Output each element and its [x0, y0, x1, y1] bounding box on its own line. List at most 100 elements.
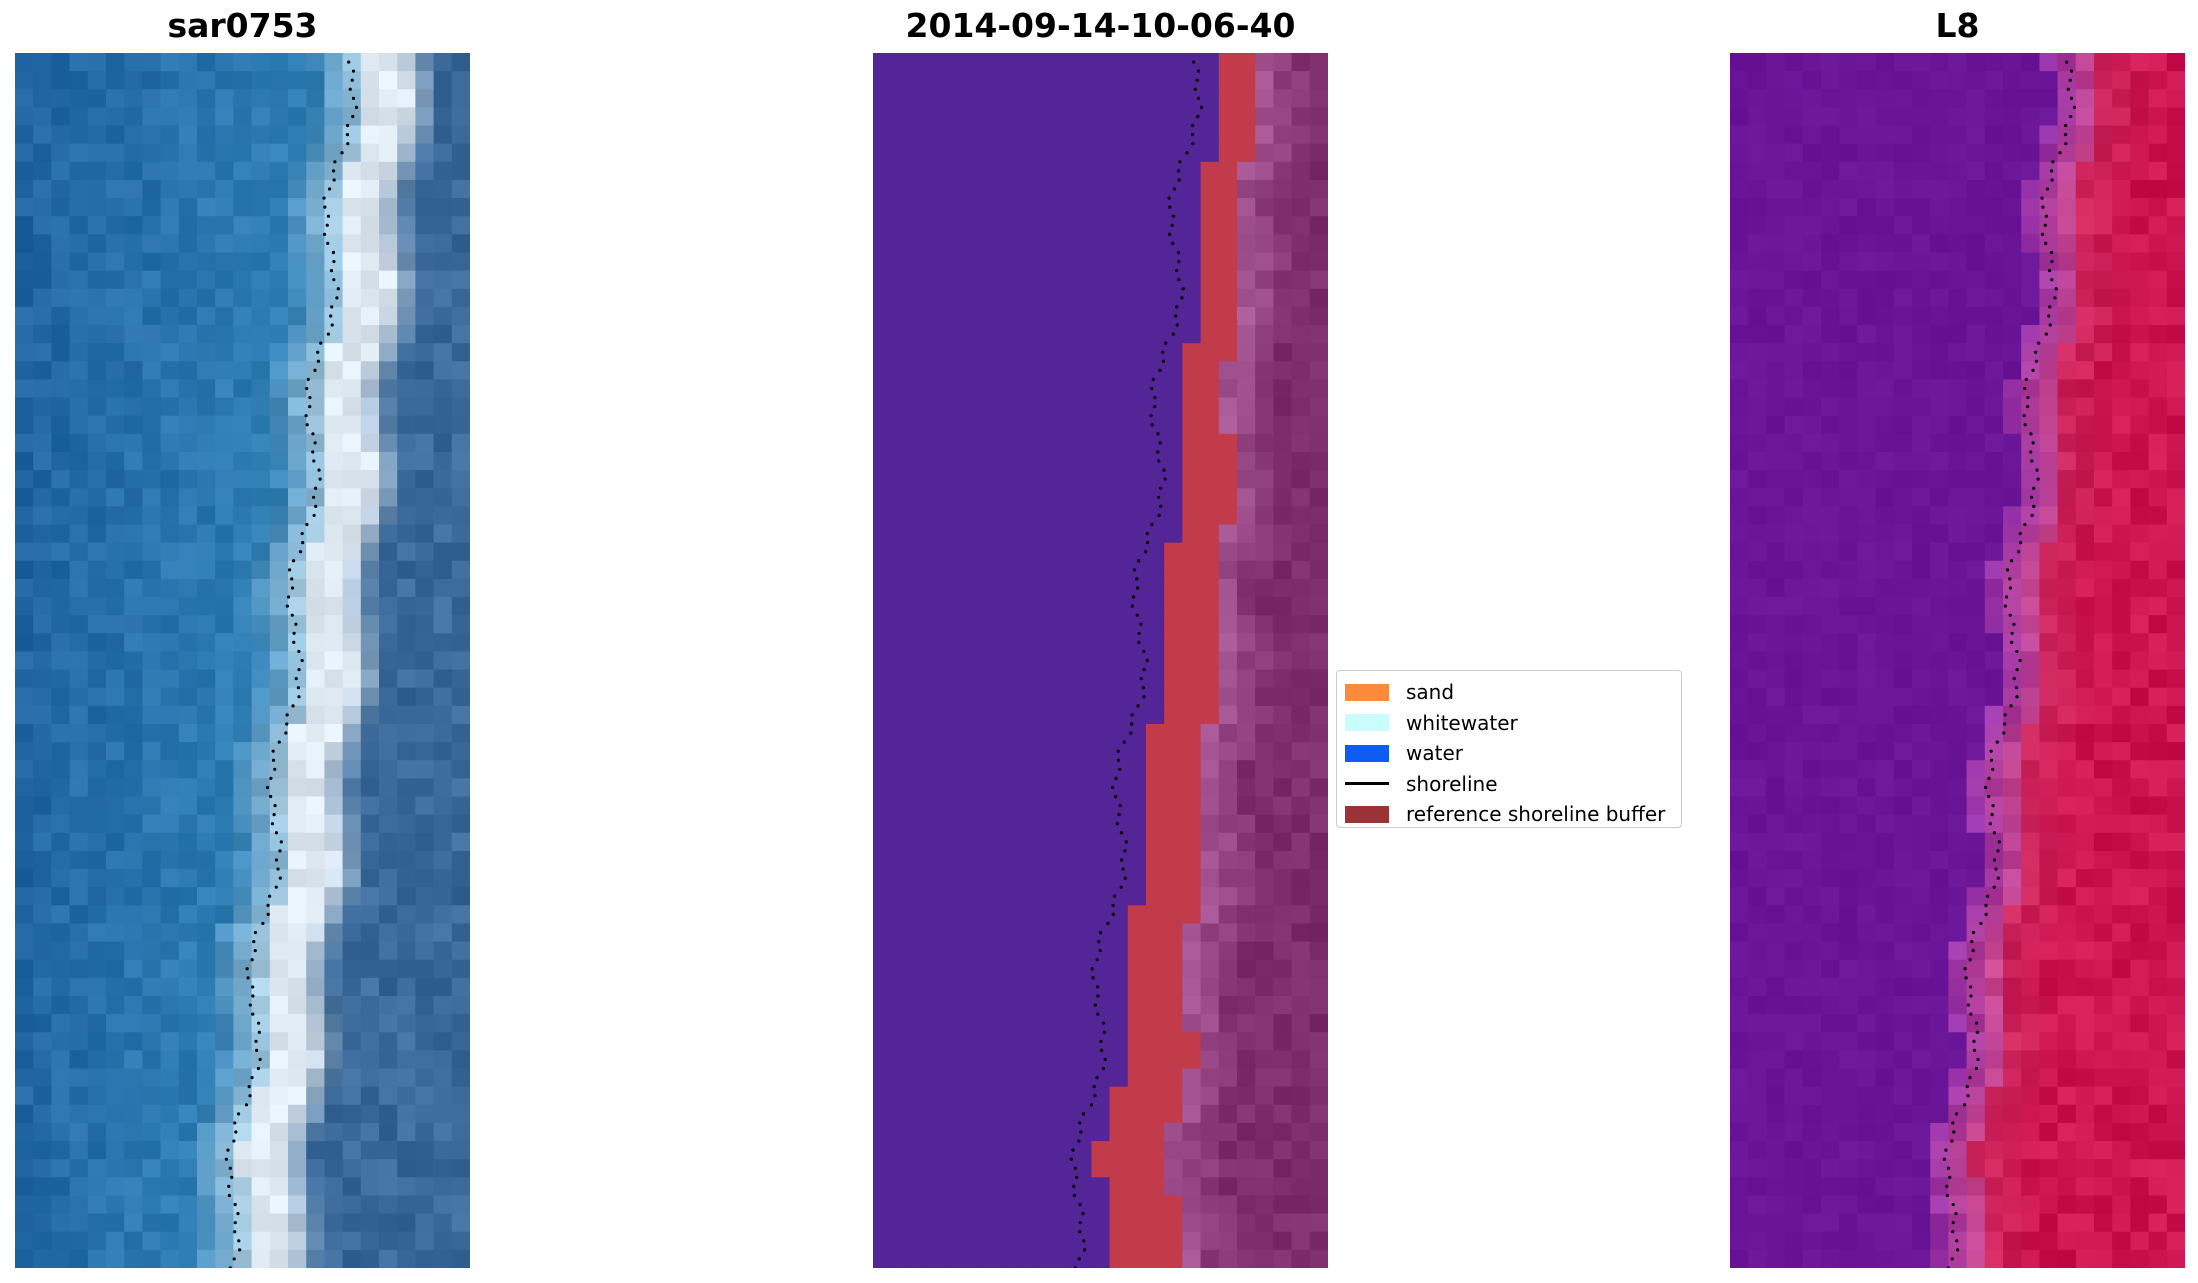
rgb-pixel	[397, 923, 416, 943]
classified-pixel	[1018, 850, 1038, 870]
index-pixel	[1875, 850, 1895, 870]
classified-pixel	[1255, 433, 1274, 453]
classified-pixel	[1273, 723, 1293, 743]
classified-pixel	[1273, 1177, 1293, 1197]
index-pixel	[2003, 53, 2022, 72]
rgb-pixel	[233, 578, 253, 598]
rgb-pixel	[451, 1195, 470, 1215]
rgb-pixel	[178, 742, 198, 761]
rgb-pixel	[251, 850, 271, 870]
classified-pixel	[873, 869, 892, 888]
rgb-pixel	[215, 597, 234, 616]
classified-pixel	[964, 778, 983, 798]
index-pixel	[1766, 814, 1786, 834]
classified-pixel	[1109, 71, 1129, 90]
shoreline-point	[1119, 858, 1124, 862]
rgb-pixel	[269, 470, 289, 489]
shoreline-point	[1122, 740, 1126, 744]
classified-pixel	[873, 89, 892, 109]
rgb-pixel	[251, 270, 271, 290]
rgb-pixel	[269, 923, 289, 943]
classified-pixel	[1073, 869, 1092, 888]
index-pixel	[1893, 89, 1913, 109]
rgb-pixel	[306, 760, 325, 779]
classified-pixel	[1237, 905, 1256, 925]
index-pixel	[2039, 633, 2059, 653]
rgb-pixel	[379, 53, 398, 72]
index-pixel	[2112, 723, 2131, 743]
rgb-pixel	[451, 161, 470, 181]
index-pixel	[1784, 778, 1804, 798]
classified-pixel	[1055, 959, 1074, 979]
classified-pixel	[1273, 397, 1293, 417]
rgb-pixel	[215, 53, 234, 72]
classified-pixel	[1255, 488, 1274, 507]
classified-pixel	[873, 1141, 892, 1160]
rgb-pixel	[433, 288, 453, 308]
index-pixel	[2057, 869, 2077, 888]
rgb-pixel	[433, 234, 453, 254]
index-pixel	[1839, 270, 1858, 290]
rgb-pixel	[215, 125, 234, 145]
classified-pixel	[1164, 705, 1183, 725]
classified-pixel	[1164, 1050, 1183, 1070]
classified-pixel	[982, 379, 1001, 399]
rgb-pixel	[215, 1032, 234, 1051]
rgb-pixel	[324, 742, 344, 761]
index-pixel	[2057, 379, 2077, 399]
index-pixel	[2003, 179, 2022, 199]
rgb-pixel	[379, 959, 398, 979]
rgb-pixel	[142, 397, 162, 417]
index-pixel	[2039, 923, 2059, 943]
index-pixel	[1857, 850, 1877, 870]
rgb-pixel	[160, 107, 180, 127]
rgb-pixel	[269, 977, 289, 997]
classified-pixel	[873, 651, 892, 671]
index-pixel	[1821, 270, 1840, 290]
rgb-pixel	[451, 1231, 470, 1251]
classified-pixel	[1200, 814, 1220, 834]
shoreline-point	[271, 749, 275, 753]
shoreline-point	[316, 350, 320, 354]
classified-pixel	[1273, 325, 1293, 344]
rgb-pixel	[106, 71, 125, 90]
rgb-pixel	[415, 1249, 435, 1268]
rgb-pixel	[251, 488, 271, 507]
classified-pixel	[1018, 325, 1038, 344]
classified-pixel	[1255, 53, 1274, 72]
rgb-pixel	[69, 905, 89, 925]
index-pixel	[1984, 343, 2004, 362]
classified-pixel	[1091, 995, 1111, 1015]
classified-pixel	[1018, 1195, 1038, 1215]
rgb-pixel	[15, 1104, 34, 1124]
rgb-pixel	[288, 1014, 307, 1033]
classified-pixel	[982, 542, 1001, 562]
shoreline-point	[1116, 749, 1120, 753]
classified-pixel	[1055, 1050, 1074, 1070]
classified-pixel	[1036, 778, 1056, 798]
index-pixel	[2130, 615, 2150, 634]
rgb-pixel	[215, 1122, 234, 1142]
classified-pixel	[891, 742, 910, 761]
index-pixel	[1802, 107, 1822, 127]
index-pixel	[1821, 361, 1840, 381]
rgb-pixel	[251, 397, 271, 417]
rgb-pixel	[342, 361, 362, 381]
rgb-pixel	[379, 850, 398, 870]
classified-pixel	[982, 1068, 1001, 1088]
classified-pixel	[1309, 470, 1328, 489]
rgb-pixel	[342, 941, 362, 961]
rgb-pixel	[269, 397, 289, 417]
classified-pixel	[1000, 977, 1020, 997]
index-pixel	[1839, 107, 1858, 127]
rgb-pixel	[124, 615, 143, 634]
classified-pixel	[1164, 941, 1183, 961]
rgb-pixel	[124, 850, 143, 870]
rgb-pixel	[288, 234, 307, 254]
classified-pixel	[1237, 1213, 1256, 1233]
index-pixel	[1930, 959, 1949, 979]
index-pixel	[1784, 343, 1804, 362]
rgb-pixel	[415, 669, 435, 689]
rgb-pixel	[251, 252, 271, 272]
rgb-pixel	[106, 1086, 125, 1106]
